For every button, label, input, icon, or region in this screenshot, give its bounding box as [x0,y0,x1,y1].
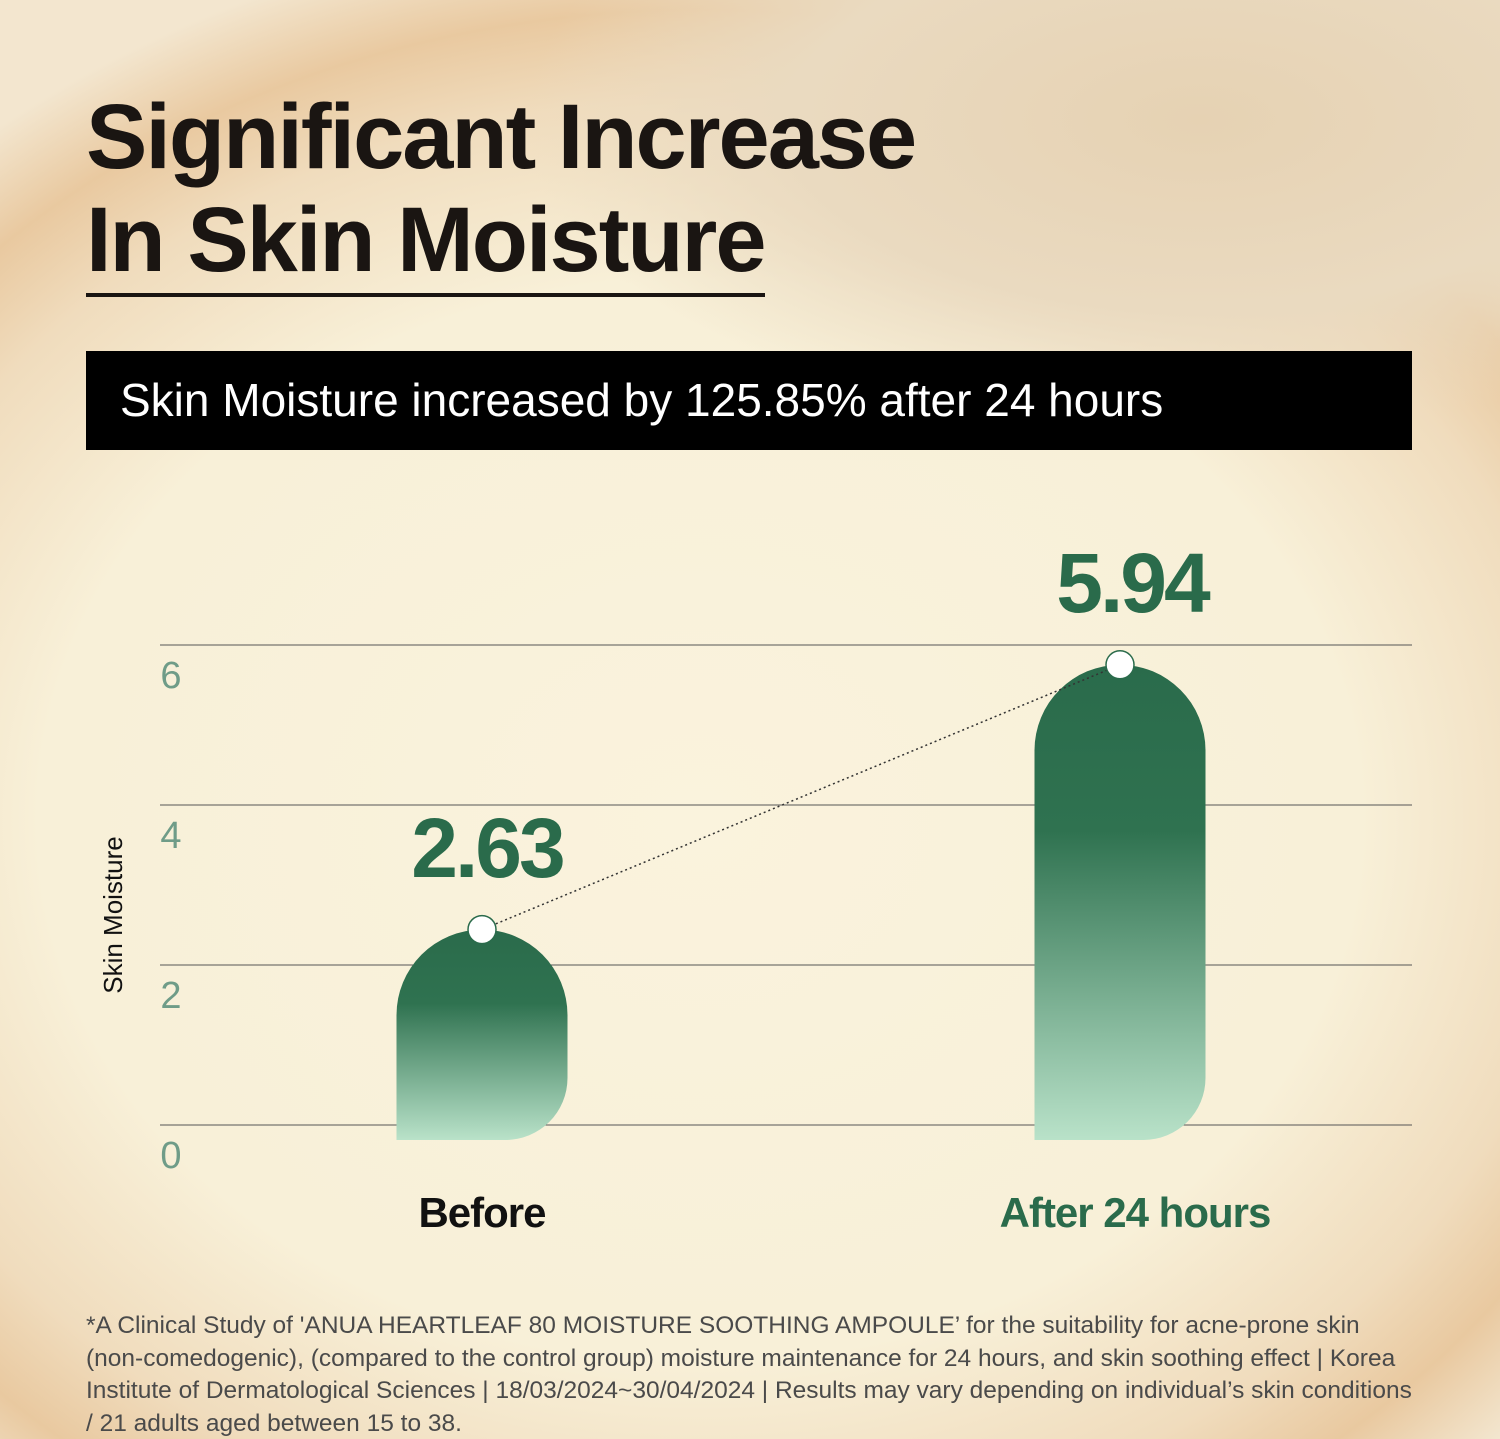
value-dot [1105,650,1135,680]
title-line: Significant Increase [86,86,917,188]
x-tick-label: Before [418,1189,545,1236]
value-dot [467,914,497,945]
y-tick-label: 6 [160,655,181,697]
y-axis-title: Skin Moisture [98,836,128,994]
title-line: In Skin Moisture [86,189,767,297]
value-label: 2.63 [411,801,563,895]
footnote: *A Clinical Study of 'ANUA HEARTLEAF 80 … [86,1312,1412,1437]
connector-line [481,664,1121,931]
bar [1034,664,1206,1140]
title-underlined: In Skin Moisture [86,189,767,297]
y-tick-label: 0 [160,1135,181,1177]
x-tick-label: After 24 hours [1000,1189,1271,1236]
y-tick-label: 4 [160,815,181,857]
y-tick-label: 2 [160,975,181,1017]
value-label: 5.94 [1056,536,1211,630]
subtitle-banner: Skin Moisture increased by 125.85% after… [86,351,1412,450]
bar [396,929,568,1140]
